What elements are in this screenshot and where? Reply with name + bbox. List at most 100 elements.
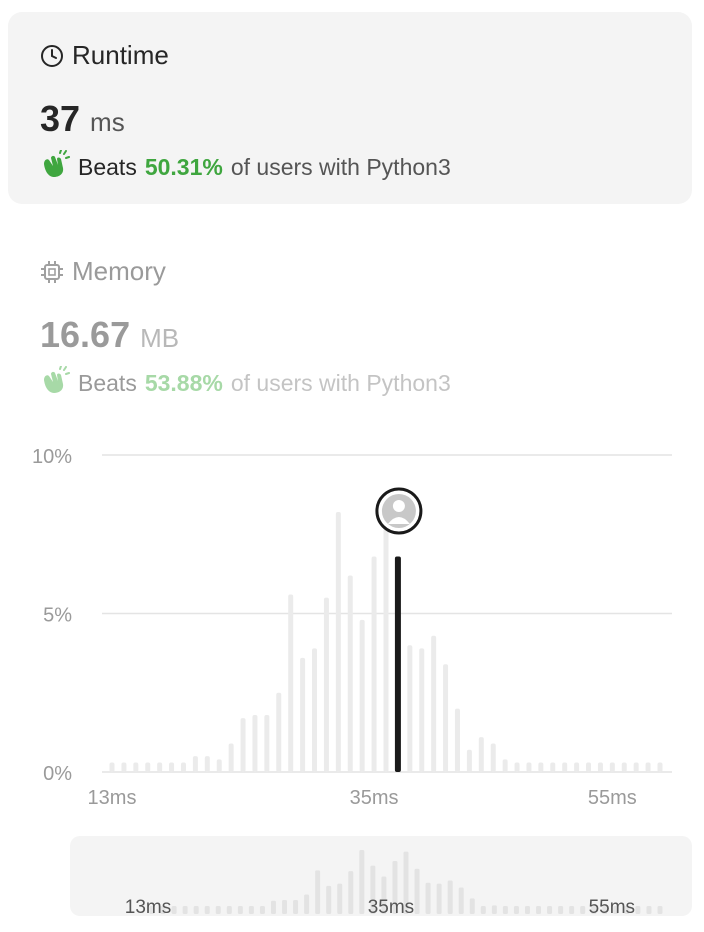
overview-bar [536, 906, 542, 914]
chart-bar [454, 708, 460, 772]
overview-bar [414, 868, 420, 914]
overview-bar [491, 905, 497, 914]
chart-bar [228, 743, 234, 772]
overview-bar [304, 894, 310, 914]
overview-x-tick-label: 13ms [125, 897, 171, 916]
overview-x-tick-label: 35ms [368, 897, 414, 916]
chart-bar [300, 657, 306, 772]
chart-bar [312, 648, 318, 772]
chart-bar [574, 762, 580, 772]
overview-bar [326, 885, 332, 914]
runtime-title: Runtime [72, 40, 169, 70]
overview-bar [657, 906, 663, 914]
chart-bar [502, 759, 508, 772]
overview-bar [226, 906, 232, 914]
overview-bar [580, 906, 586, 914]
overview-bar [282, 899, 288, 914]
y-tick-label: 0% [43, 763, 72, 785]
chart-bar [538, 762, 544, 772]
overview-bar [469, 898, 475, 914]
overview-bar [425, 882, 431, 914]
chart-bar [478, 737, 484, 772]
chart-bar [586, 762, 592, 772]
chart-bar [288, 594, 294, 772]
chart-bar [633, 762, 639, 772]
overview-bar [447, 880, 453, 914]
overview-x-tick-label: 55ms [589, 897, 635, 916]
overview-bar [436, 883, 442, 914]
chart-bar [431, 635, 437, 772]
overview-bar [193, 906, 199, 914]
overview-bar [624, 906, 630, 914]
chart-bar [609, 762, 615, 772]
overview-bar [293, 899, 299, 914]
chart-bar [335, 512, 341, 772]
overview-bar [259, 906, 265, 914]
chart-bar [371, 556, 377, 772]
chart-bar [597, 762, 603, 772]
chart-bar [252, 714, 258, 772]
chart-bar [169, 762, 175, 772]
overview-bar [204, 906, 210, 914]
memory-number: 16.67 [40, 314, 131, 355]
avatar-body [387, 517, 410, 524]
memory-card[interactable]: Memory 16.67 MB Beats 53.88% of users wi… [8, 228, 692, 408]
runtime-beats: Beats 50.31% of users with Python3 [40, 149, 451, 184]
chart-bar [526, 762, 532, 772]
runtime-beats-percent: 50.31% [144, 153, 223, 180]
overview-bar [215, 906, 221, 914]
chart-bar [157, 762, 163, 772]
chart-bar [180, 762, 186, 772]
overview-bar [558, 906, 564, 914]
runtime-header: Runtime [40, 40, 169, 71]
overview-bar [480, 906, 486, 914]
overview-bar [392, 860, 398, 914]
x-tick-label: 35ms [350, 787, 399, 809]
runtime-card[interactable]: Runtime 37 ms Beats 50.31% of users with… [8, 12, 692, 204]
overview-bar [513, 906, 519, 914]
overview-bar [160, 906, 166, 914]
memory-value: 16.67 MB [40, 314, 179, 356]
chart-bar [514, 762, 520, 772]
chart-bar [264, 714, 270, 772]
overview-bar [237, 906, 243, 914]
overview-bar [458, 887, 464, 914]
overview-bar [171, 906, 177, 914]
chart-bar [145, 762, 151, 772]
overview-chart[interactable]: 13ms 35ms 55ms [70, 836, 692, 916]
chart-overview-brush[interactable]: 13ms 35ms 55ms [70, 836, 692, 916]
overview-bar [591, 906, 597, 914]
y-tick-label: 5% [43, 605, 72, 627]
chart-bar [621, 762, 627, 772]
overview-bar [613, 906, 619, 914]
memory-beats-percent: 53.88% [144, 369, 223, 396]
clock-icon [40, 44, 64, 68]
x-tick-label: 55ms [588, 787, 637, 809]
overview-bar [270, 900, 276, 914]
chart-bar [204, 756, 210, 772]
overview-bar [359, 850, 365, 914]
runtime-beats-suffix: of users with Python3 [230, 153, 451, 180]
chart-bar [323, 597, 329, 772]
overview-bar [403, 851, 409, 914]
overview-bar [569, 906, 575, 914]
highlight-bar [394, 556, 401, 772]
overview-bar [337, 883, 343, 914]
chart-bar [240, 718, 246, 772]
overview-bar [182, 906, 188, 914]
runtime-distribution-chart[interactable]: 10% 5% 0% 13ms 35ms 55ms [0, 430, 704, 820]
chart-bar [192, 756, 198, 772]
chart-bar [562, 762, 568, 772]
memory-title: Memory [72, 256, 166, 286]
chart-bar [407, 645, 413, 772]
overview-bar [635, 906, 641, 914]
memory-beats-label: Beats [78, 369, 137, 396]
memory-header: Memory [40, 256, 166, 287]
runtime-beats-label: Beats [78, 153, 137, 180]
chart-bar [347, 575, 353, 772]
overview-bar [381, 876, 387, 914]
chart-bar [466, 749, 472, 772]
x-tick-label: 13ms [88, 787, 137, 809]
memory-beats-suffix: of users with Python3 [230, 369, 451, 396]
chart-bar [419, 648, 425, 772]
